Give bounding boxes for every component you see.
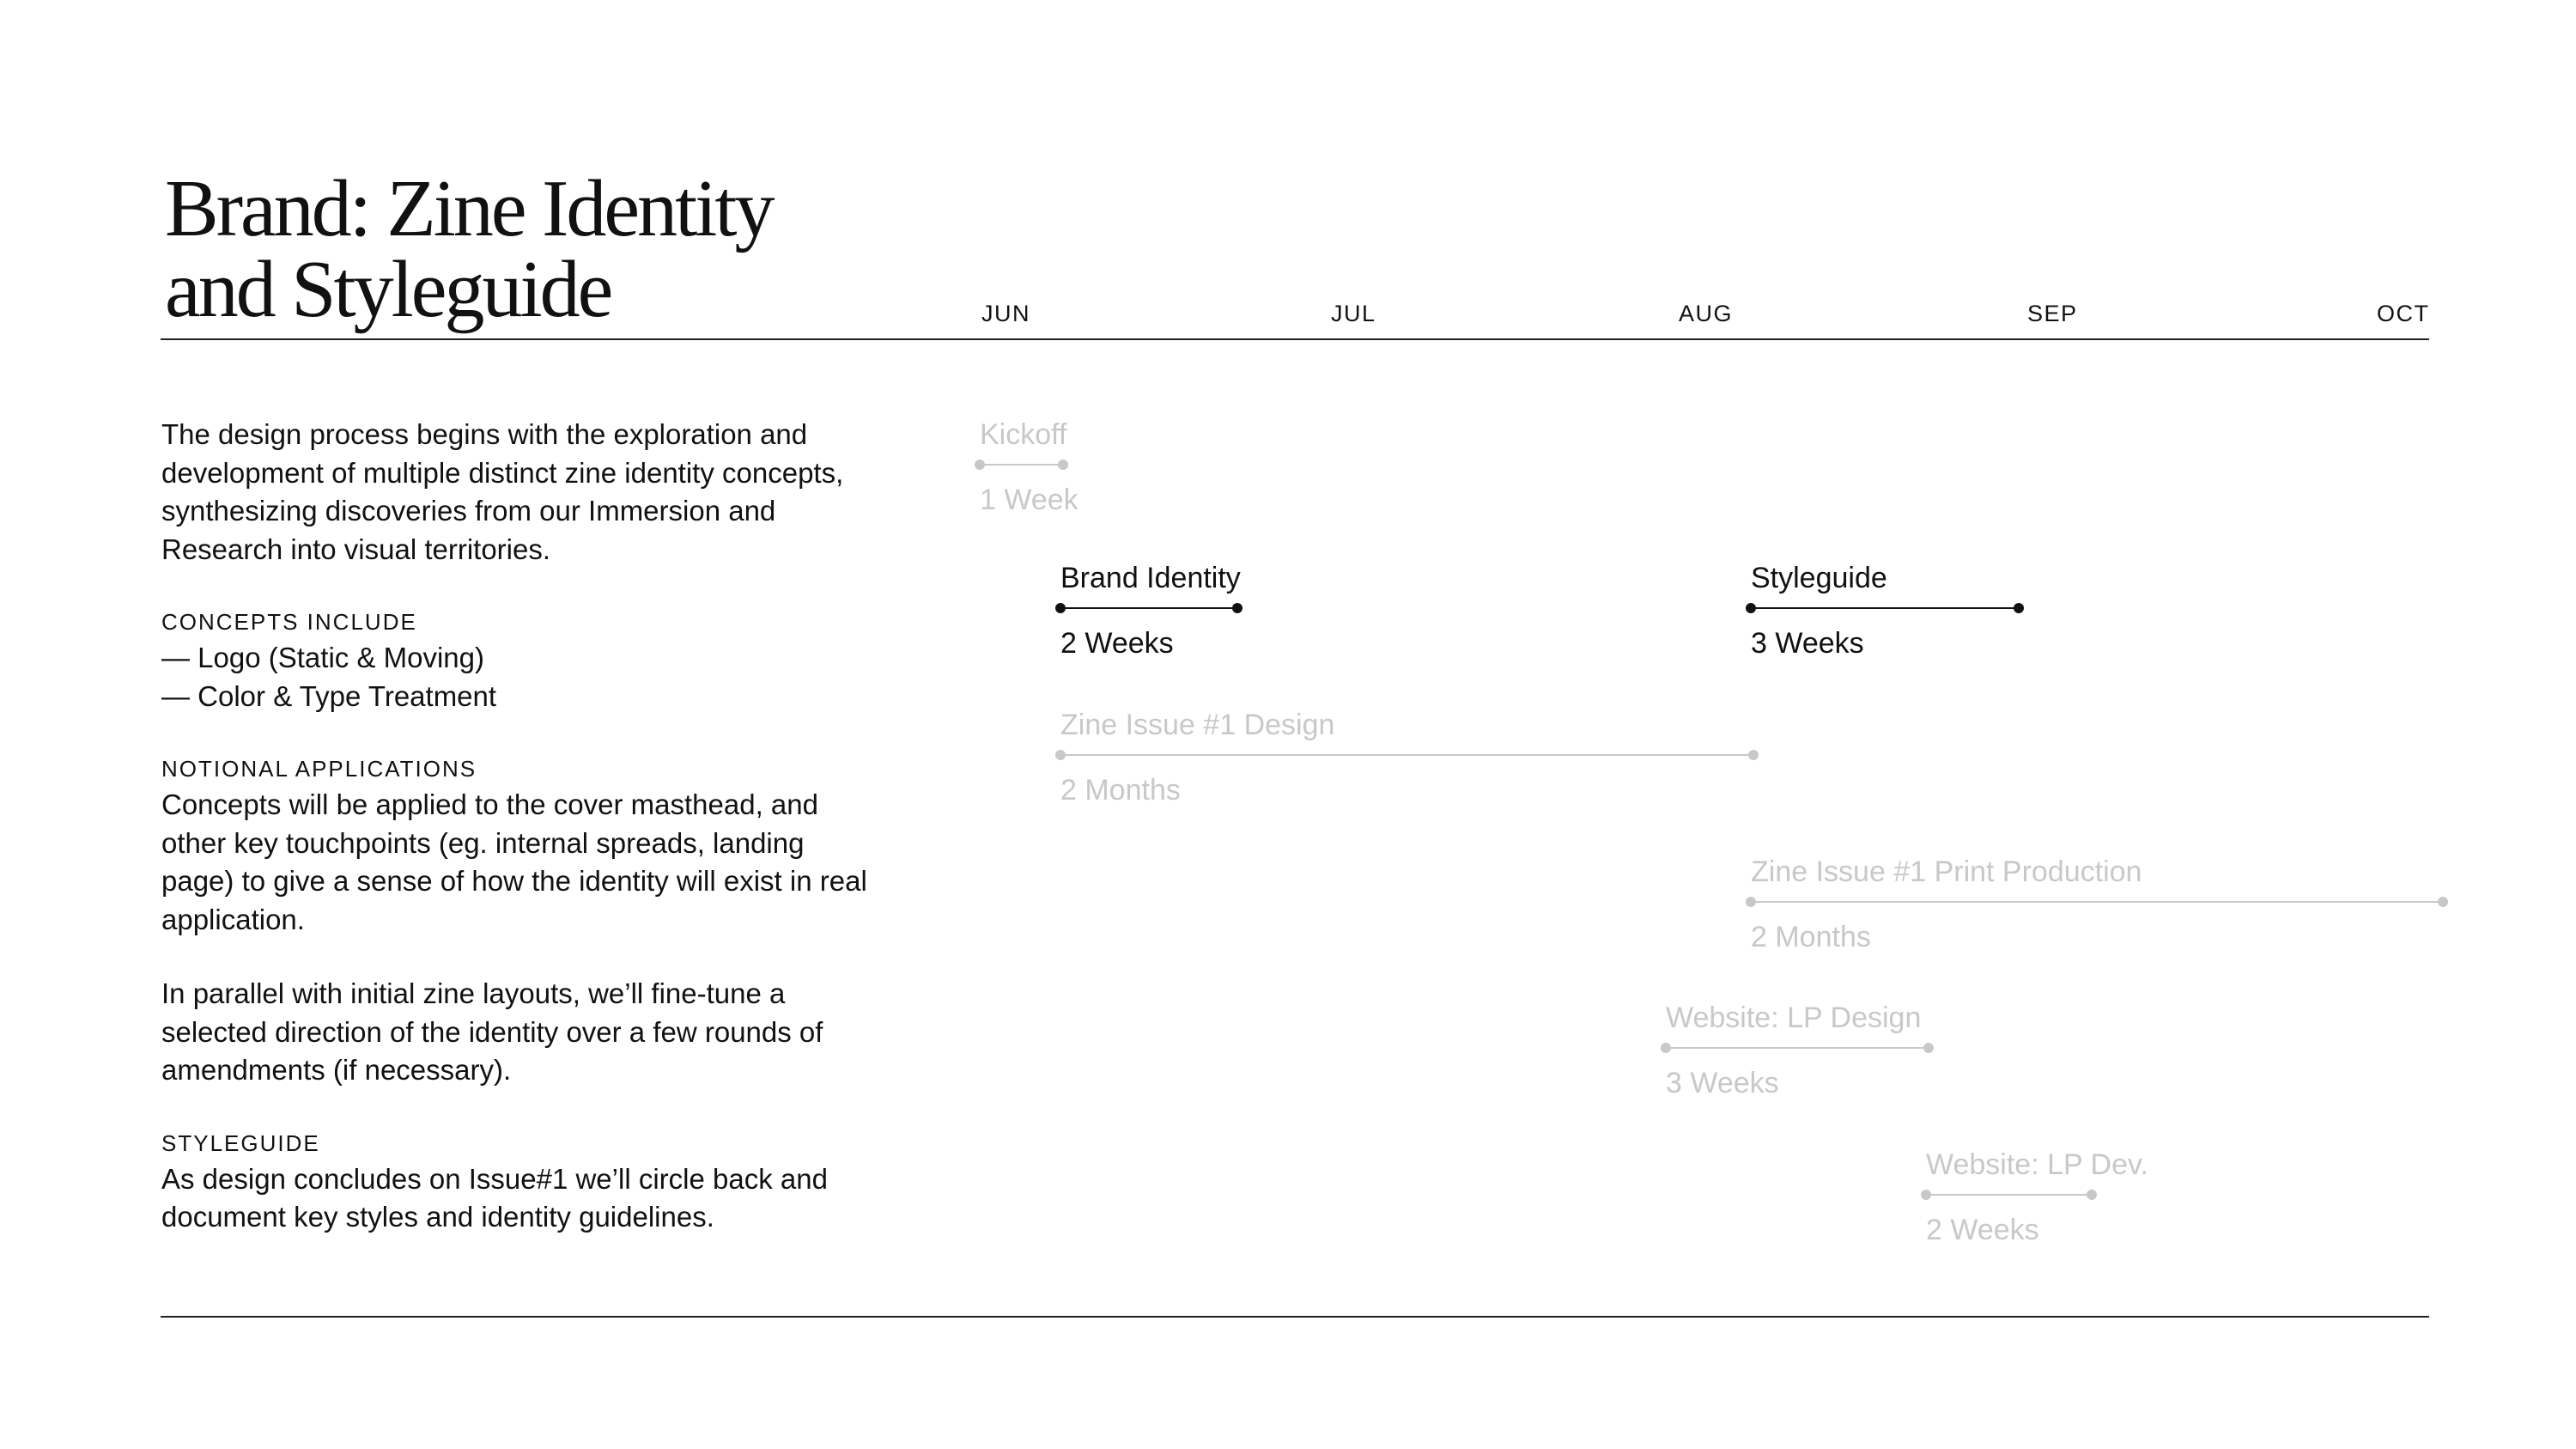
task-duration-bar [975,460,1068,470]
task-duration-bar [1746,603,2024,613]
month-label-jun: JUN [981,301,1030,326]
task-name: Website: LP Design [1666,1002,1922,1034]
title-line-2: and Styleguide [165,245,613,334]
task-name: Styleguide [1751,562,1887,594]
task-duration-bar [1746,897,2448,907]
task-name: Zine Issue #1 Print Production [1751,855,2142,888]
parallel-paragraph: In parallel with initial zine layouts, w… [161,977,823,1086]
task-website-lp-design: Website: LP Design 3 Weeks [1661,1001,1934,1100]
task-duration-bar [1055,603,1242,613]
task-brand-identity: Brand Identity 2 Weeks [1055,561,1242,661]
concept-item: — Logo (Static & Moving) [161,642,484,673]
task-duration: 2 Weeks [1060,627,1174,660]
task-duration-bar [1661,1043,1934,1053]
task-styleguide: Styleguide 3 Weeks [1746,561,2024,661]
task-duration: 2 Weeks [1926,1214,2039,1246]
concepts-heading: CONCEPTS INCLUDE [161,609,417,635]
month-label-aug: AUG [1679,301,1734,326]
task-duration-bar [1055,750,1759,760]
applications-heading: NOTIONAL APPLICATIONS [161,756,477,782]
task-duration: 3 Weeks [1751,627,1864,660]
concepts-section: CONCEPTS INCLUDE — Logo (Static & Moving… [161,605,874,715]
task-duration: 2 Months [1060,774,1181,807]
title-line-1: Brand: Zine Identity [165,164,775,253]
task-zine-print-production: Zine Issue #1 Print Production 2 Months [1746,855,2448,954]
task-kickoff: Kickoff 1 Week [975,417,1078,517]
task-duration: 2 Months [1751,921,1871,953]
styleguide-text: As design concludes on Issue#1 we’ll cir… [161,1162,828,1233]
task-name: Zine Issue #1 Design [1060,709,1335,741]
page-title: Brand: Zine Identity and Styleguide [165,168,938,330]
styleguide-section: STYLEGUIDE As design concludes on Issue#… [161,1126,874,1237]
month-label-sep: SEP [2027,301,2078,326]
month-label-jul: JUL [1331,301,1376,326]
footer-divider [161,1316,2429,1318]
styleguide-heading: STYLEGUIDE [161,1129,320,1156]
header-divider [161,338,2429,340]
task-name: Website: LP Dev. [1926,1148,2148,1181]
applications-section: NOTIONAL APPLICATIONS Concepts will be a… [161,752,874,939]
task-duration: 1 Week [980,484,1078,516]
task-zine-issue-design: Zine Issue #1 Design 2 Months [1055,708,1759,807]
applications-text: Concepts will be applied to the cover ma… [161,788,867,935]
task-name: Kickoff [980,418,1067,451]
month-label-oct: OCT [2377,301,2430,326]
task-name: Brand Identity [1060,562,1241,594]
concept-item: — Color & Type Treatment [161,679,497,712]
task-website-lp-dev: Website: LP Dev. 2 Weeks [1921,1148,2148,1247]
intro-paragraph: The design process begins with the explo… [161,418,844,565]
description-column: The design process begins with the explo… [161,416,874,1273]
task-duration: 3 Weeks [1666,1067,1779,1099]
task-duration-bar [1921,1190,2097,1200]
